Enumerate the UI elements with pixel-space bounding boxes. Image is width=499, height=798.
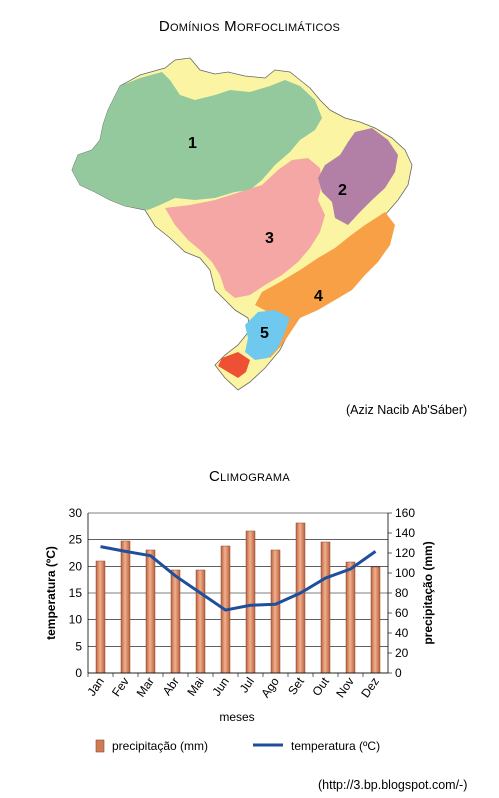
- region-1-label: 1: [188, 135, 197, 152]
- precip-bar: [320, 541, 331, 674]
- precip-bar: [120, 540, 131, 674]
- x-tick-label: Abr: [160, 675, 182, 698]
- y-tick-label: 0: [75, 666, 82, 680]
- region-4-label: 4: [314, 288, 323, 305]
- x-axis-title: meses: [219, 710, 254, 724]
- precip-bar: [270, 549, 281, 674]
- x-tick-label: Fev: [109, 675, 132, 699]
- x-tick-label: Mai: [184, 675, 207, 699]
- y2-axis-title: precipitação (mm): [421, 541, 435, 644]
- region-south-area: [218, 352, 250, 378]
- x-tick-label: Jun: [209, 675, 232, 699]
- precip-bar: [245, 530, 256, 674]
- y-axis-title: temperatura (ºC): [44, 546, 58, 640]
- precipitation-bars: [95, 522, 381, 674]
- x-tick-label: Nov: [333, 675, 357, 701]
- chart-grid: [88, 512, 388, 674]
- precip-bar: [95, 560, 106, 674]
- region-2-label: 2: [338, 182, 347, 199]
- x-tick-label: Dez: [358, 675, 382, 701]
- brazil-morphoclimatic-map: 1 2 3 4 5: [71, 57, 413, 391]
- y2-tick-label: 20: [395, 646, 409, 660]
- climogram-credit: (http://3.bp.blogspot.com/-): [318, 778, 468, 792]
- x-tick-label: Out: [309, 674, 332, 698]
- map-credit: (Aziz Nacib Ab'Sáber): [346, 403, 468, 417]
- precip-bar: [295, 522, 306, 674]
- x-tick-label: Set: [285, 674, 307, 697]
- region-2-area: [318, 128, 398, 225]
- map-title: Domínios Morfoclimáticos: [158, 18, 341, 35]
- x-tick-label: Jul: [237, 675, 257, 696]
- region-3-label: 3: [265, 230, 274, 247]
- y2-tick-label: 120: [395, 546, 415, 560]
- climogram-title: Climograma: [208, 468, 291, 485]
- y-tick-label: 5: [75, 639, 82, 653]
- region-1-area: [72, 72, 322, 210]
- y2-tick-label: 0: [395, 666, 402, 680]
- x-tick-label: Ago: [258, 674, 282, 700]
- y-tick-label: 25: [69, 533, 83, 547]
- y-tick-label: 30: [69, 506, 83, 520]
- y-tick-label: 20: [69, 559, 83, 573]
- legend-precip-swatch: [95, 739, 105, 753]
- region-5-area: [245, 310, 290, 360]
- precip-bar: [170, 569, 181, 674]
- y-tick-label: 10: [69, 613, 83, 627]
- precip-bar: [195, 569, 206, 674]
- temperature-line: [100, 545, 377, 612]
- y2-tick-label: 40: [395, 626, 409, 640]
- x-tick-label: Jan: [84, 675, 107, 699]
- temperature-series-line: [100, 545, 377, 612]
- y2-tick-label: 140: [395, 526, 415, 540]
- y2-tick-label: 80: [395, 586, 409, 600]
- precip-bar: [345, 561, 356, 674]
- y-tick-label: 15: [69, 586, 83, 600]
- legend-precip-label: precipitação (mm): [112, 739, 208, 753]
- legend-temp-label: temperatura (ºC): [291, 739, 380, 753]
- y2-tick-label: 160: [395, 506, 415, 520]
- precip-bar: [145, 549, 156, 674]
- y2-tick-label: 100: [395, 566, 415, 580]
- precip-bar: [370, 566, 381, 674]
- region-4-area: [255, 212, 395, 358]
- x-tick-label: Mar: [134, 675, 157, 700]
- region-3-area: [165, 158, 325, 298]
- y2-tick-label: 60: [395, 606, 409, 620]
- region-5-label: 5: [260, 325, 269, 342]
